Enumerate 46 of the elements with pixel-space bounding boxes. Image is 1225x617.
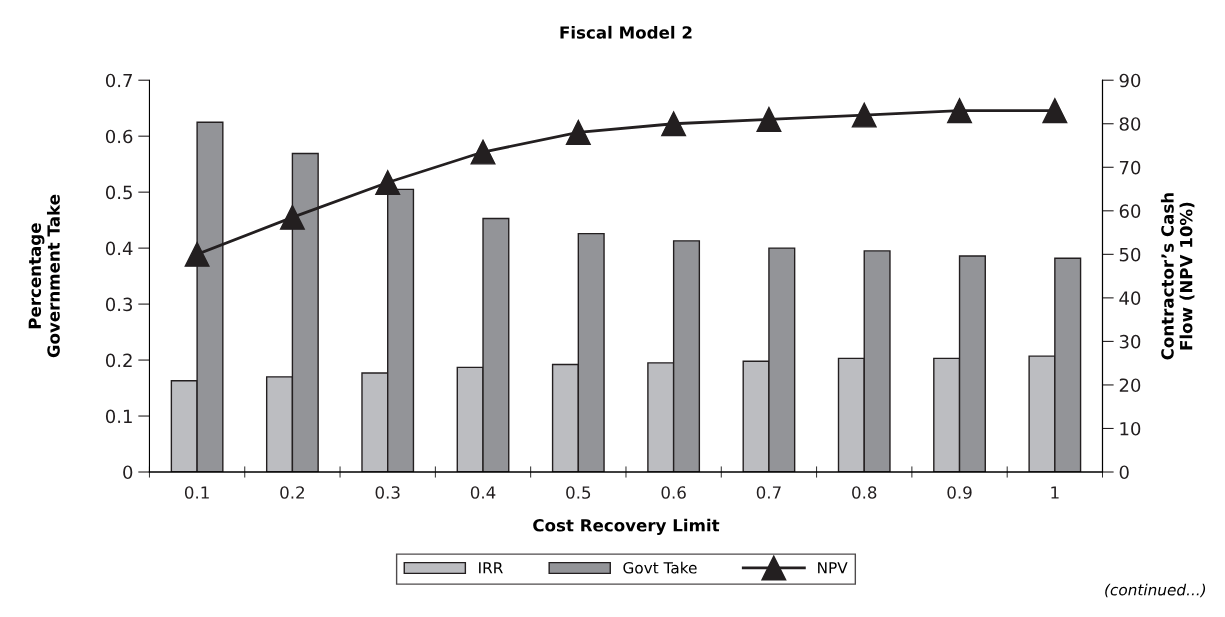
text: (continued...): [1105, 583, 1206, 598]
x-tick-label: 0.6: [661, 486, 686, 499]
y-axis-title: Percentage Government Take: [28, 194, 60, 358]
point: [470, 139, 496, 165]
x-tick-label: 0.7: [756, 486, 781, 499]
chart-title: Fiscal Model 2: [560, 25, 692, 39]
y-tick-label: 0.5: [105, 185, 132, 200]
y-tick-label: 0.7: [105, 73, 132, 88]
x-tick-label: 0.4: [470, 486, 496, 499]
y-tick-label: 0: [123, 465, 133, 480]
point: [756, 106, 782, 132]
y2-tick-label: 90: [1119, 73, 1141, 88]
point: [947, 98, 973, 124]
y-tick-label: 0.4: [105, 241, 133, 256]
point: [565, 119, 591, 145]
y2-tick-label: 30: [1119, 334, 1141, 349]
point: [279, 204, 305, 230]
x-tick-label: 1: [1051, 486, 1059, 499]
legend-label: NPV: [818, 562, 848, 574]
x-tick-label: 0.2: [280, 486, 304, 499]
y2-tick-label: 60: [1119, 204, 1141, 218]
y2-tick-label: 50: [1119, 247, 1141, 262]
y2-axis-title: Contractor’s Cash Flow (NPV 10%): [1160, 193, 1195, 360]
x-tick-label: 0.3: [375, 486, 400, 499]
x-tick-label: 0.9: [947, 486, 972, 499]
y2-tick-label: 20: [1119, 378, 1141, 393]
point: [1042, 98, 1068, 124]
y-tick-label: 0.3: [105, 297, 133, 312]
point: [184, 241, 210, 267]
y2-tick-label: 70: [1119, 160, 1141, 175]
x-tick-label: 0.8: [852, 486, 877, 499]
y-tick-label: 0.1: [105, 409, 132, 424]
point: [661, 111, 687, 137]
point: [375, 170, 401, 196]
legend-label: IRR: [479, 562, 503, 574]
y-tick-label: 0.2: [105, 353, 132, 368]
point: [851, 102, 877, 128]
y-tick-label: 0.6: [105, 129, 133, 144]
y2-tick-label: 10: [1120, 421, 1141, 436]
y2-tick-label: 0: [1119, 465, 1129, 480]
y2-tick-label: 40: [1119, 291, 1141, 305]
legend-label: Govt Take: [623, 561, 697, 574]
x-tick-label: 0.5: [566, 486, 591, 499]
x-axis-title: Cost Recovery Limit: [533, 518, 720, 535]
y2-tick-label: 80: [1119, 117, 1141, 131]
x-tick-label: 0.1: [184, 486, 209, 499]
